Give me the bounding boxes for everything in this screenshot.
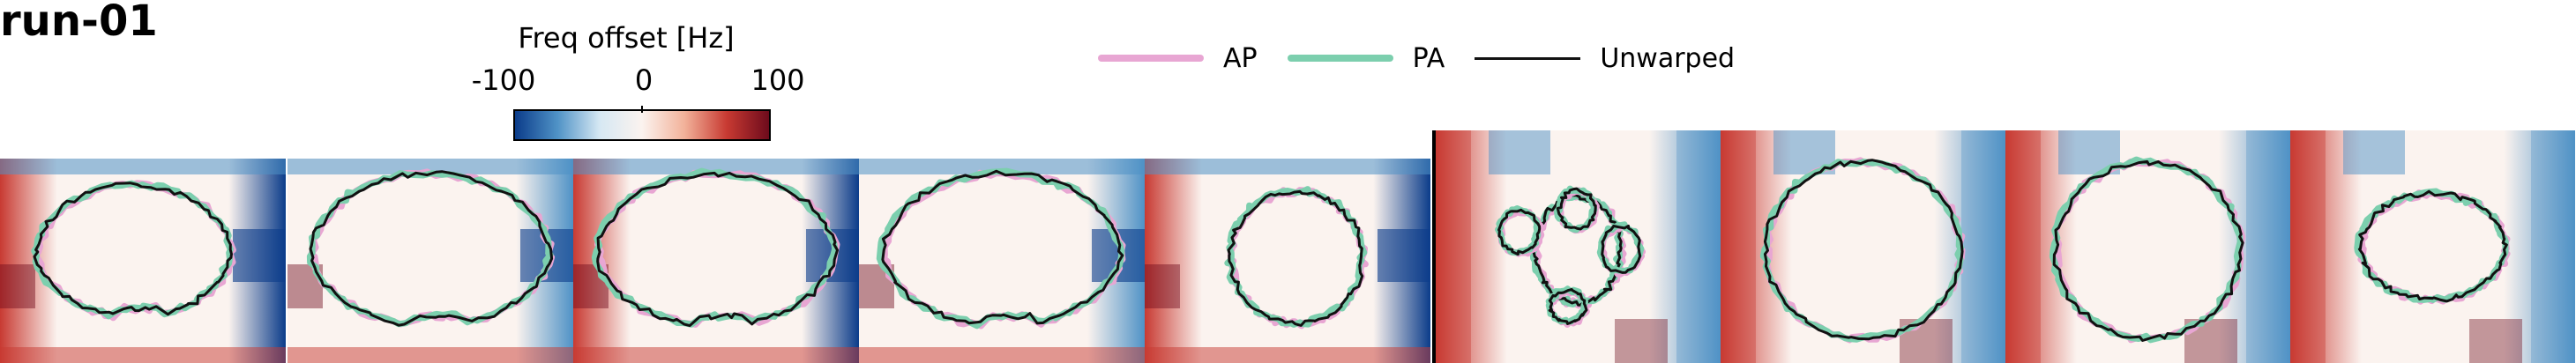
axial-slice-1: [1436, 130, 1721, 363]
field-map-band: [859, 159, 1145, 174]
field-map-band: [0, 264, 35, 308]
contour-pa: [306, 170, 554, 328]
sagittal-slice-2: [287, 159, 573, 363]
contour-unwarped: [309, 170, 554, 327]
legend-swatch-ap: [1098, 55, 1204, 62]
axial-slice-3: [2005, 130, 2290, 363]
field-map-band: [1145, 159, 1430, 174]
sagittal-slice-1: [0, 159, 286, 363]
field-map-band: [0, 159, 286, 174]
field-map-band: [287, 159, 573, 174]
contour-unwarped: [1601, 224, 1642, 274]
legend-item-unwarped: Unwarped: [1475, 43, 1735, 74]
field-map-band: [1721, 130, 1756, 363]
sagittal-slice-3: [573, 159, 859, 363]
sagittal-slice-4: [859, 159, 1145, 363]
view-divider: [1432, 130, 1436, 363]
field-map-band: [2246, 130, 2290, 363]
legend-swatch-pa: [1287, 55, 1393, 62]
contour-pa: [1759, 159, 1965, 343]
legend-label-pa: PA: [1412, 42, 1445, 74]
contour-unwarped: [1548, 288, 1588, 325]
legend-label-ap: AP: [1223, 42, 1258, 74]
contour-pa: [1224, 186, 1368, 328]
field-map-band: [1615, 319, 1668, 363]
field-map-band: [573, 347, 859, 363]
field-map-background: [2290, 130, 2575, 363]
slice-panels: [0, 130, 2576, 363]
field-map-band: [233, 229, 286, 282]
contour-unwarped: [1556, 187, 1597, 231]
field-map-band: [573, 159, 859, 174]
field-map-band: [1145, 347, 1430, 363]
colorbar-min-label: -100: [471, 63, 536, 97]
legend-item-ap: AP: [1098, 43, 1258, 74]
contour-unwarped: [1227, 189, 1364, 327]
field-map-band: [0, 347, 286, 363]
field-map-band: [1676, 130, 1721, 363]
field-map-band: [859, 347, 1145, 363]
legend-swatch-unwarped: [1475, 56, 1581, 60]
contour-unwarped: [33, 182, 233, 316]
field-map-band: [1961, 130, 2005, 363]
axial-slice-2: [1721, 130, 2005, 363]
contour-pa: [591, 167, 839, 328]
run-title: run-01: [0, 0, 158, 46]
field-map-band: [2469, 319, 2522, 363]
legend-label-unwarped: Unwarped: [1600, 42, 1736, 74]
field-map-band: [1378, 229, 1430, 282]
contour-unwarped: [881, 169, 1124, 325]
colorbar-label: Freq offset [Hz]: [518, 21, 735, 55]
colorbar-max-label: 100: [750, 63, 805, 97]
colorbar-mid-label: 0: [634, 63, 653, 97]
contour-unwarped: [596, 171, 839, 328]
field-map-band: [2290, 130, 2326, 363]
field-map-band: [1436, 130, 1471, 363]
contour-unwarped: [2357, 189, 2508, 303]
contour-pa: [2049, 156, 2244, 344]
contour-unwarped: [1763, 159, 1964, 341]
legend: AP PA Unwarped: [1098, 41, 1765, 76]
field-map-band: [287, 347, 573, 363]
colorbar: Freq offset [Hz] -100 0 100: [467, 21, 805, 144]
field-map-band: [2005, 130, 2041, 363]
axial-slice-4: [2290, 130, 2575, 363]
contour-unwarped: [1497, 208, 1542, 256]
sagittal-slice-5: [1145, 159, 1430, 363]
field-map-band: [2343, 130, 2405, 174]
field-map-band: [1145, 264, 1180, 308]
contour-unwarped: [2052, 159, 2244, 342]
field-map-band: [2531, 130, 2575, 363]
colorbar-zero-tick: [641, 106, 643, 113]
field-map-band: [1489, 130, 1550, 174]
legend-item-pa: PA: [1287, 42, 1445, 74]
